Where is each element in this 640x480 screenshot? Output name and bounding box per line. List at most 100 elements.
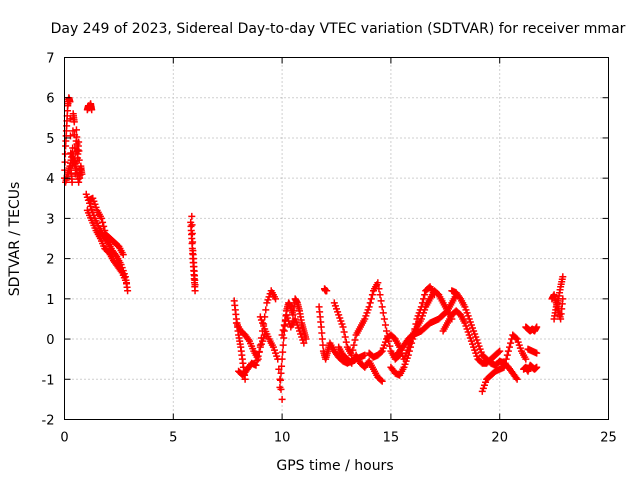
- x-tick-label: 0: [60, 431, 68, 446]
- data-point: [533, 349, 541, 357]
- data-point: [377, 376, 385, 384]
- data-point: [404, 351, 412, 359]
- data-point: [278, 355, 286, 363]
- data-point: [323, 287, 331, 295]
- data-point: [191, 281, 199, 289]
- data-point: [412, 320, 420, 328]
- y-tick-label: 5: [46, 132, 54, 147]
- data-point: [72, 126, 80, 134]
- y-tick-label: -2: [42, 414, 55, 429]
- data-point: [339, 323, 347, 331]
- data-point: [101, 226, 109, 234]
- data-point: [386, 342, 394, 350]
- data-point: [277, 369, 285, 377]
- x-tick-label: 20: [491, 431, 508, 446]
- data-point: [421, 291, 429, 299]
- data-point: [75, 138, 83, 146]
- y-tick-label: 4: [46, 172, 54, 187]
- data-point: [351, 336, 359, 344]
- data-point: [405, 347, 413, 355]
- data-point: [507, 339, 515, 347]
- data-points: [61, 94, 567, 403]
- data-point: [302, 335, 310, 343]
- data-point: [78, 170, 86, 178]
- data-point: [241, 375, 249, 383]
- data-point: [368, 291, 376, 299]
- data-point: [559, 273, 567, 281]
- data-point: [319, 341, 327, 349]
- data-point: [75, 147, 83, 155]
- data-point: [279, 326, 287, 334]
- data-point: [376, 291, 384, 299]
- data-point: [279, 348, 287, 356]
- data-point: [500, 363, 508, 371]
- data-point: [278, 331, 286, 339]
- data-point: [318, 329, 326, 337]
- data-point: [68, 178, 76, 186]
- data-point: [117, 267, 125, 275]
- data-point: [124, 287, 132, 295]
- y-tick-label: 0: [46, 333, 54, 348]
- data-point: [533, 363, 541, 371]
- data-point: [533, 323, 541, 331]
- data-point: [349, 346, 357, 354]
- data-point: [379, 309, 387, 317]
- data-point: [374, 279, 382, 287]
- data-point: [559, 295, 567, 303]
- data-point: [61, 150, 69, 158]
- data-point: [317, 323, 325, 331]
- data-point: [189, 238, 197, 246]
- y-tick-label: -1: [42, 373, 55, 388]
- data-point: [420, 295, 428, 303]
- data-point: [272, 295, 280, 303]
- data-point: [318, 335, 326, 343]
- y-tick-label: 6: [46, 92, 54, 107]
- x-tick-label: 5: [169, 431, 177, 446]
- data-point: [340, 328, 348, 336]
- data-point: [377, 297, 385, 305]
- data-point: [279, 341, 287, 349]
- data-point: [375, 285, 383, 293]
- data-point: [381, 321, 389, 329]
- data-point: [377, 348, 385, 356]
- data-point: [496, 347, 504, 355]
- data-point: [70, 118, 78, 126]
- data-point: [276, 376, 284, 384]
- y-tick-label: 7: [46, 52, 54, 67]
- data-point: [366, 299, 374, 307]
- data-point: [253, 357, 261, 365]
- data-point: [244, 336, 252, 344]
- y-tick-label: 1: [46, 293, 54, 308]
- x-tick-label: 15: [383, 431, 400, 446]
- data-point: [505, 343, 513, 351]
- data-point: [280, 321, 288, 329]
- data-point: [378, 377, 386, 385]
- data-point: [341, 333, 349, 341]
- data-point: [123, 279, 131, 287]
- data-point: [365, 303, 373, 311]
- chart-title: Day 249 of 2023, Sidereal Day-to-day VTE…: [51, 21, 626, 37]
- data-point: [100, 222, 108, 230]
- x-tick-label: 10: [274, 431, 291, 446]
- data-point: [69, 127, 77, 135]
- plot-frame: [64, 57, 609, 420]
- data-point: [455, 293, 463, 301]
- x-tick-label: 25: [600, 431, 617, 446]
- data-point: [73, 133, 81, 141]
- x-axis-label: GPS time / hours: [276, 458, 393, 474]
- data-point: [504, 347, 512, 355]
- data-point: [495, 348, 503, 356]
- data-point: [501, 359, 509, 367]
- data-point: [75, 178, 83, 186]
- data-point: [522, 355, 530, 363]
- data-point: [191, 287, 199, 295]
- data-point: [361, 351, 369, 359]
- data-point: [97, 214, 105, 222]
- data-point: [367, 295, 375, 303]
- data-point: [417, 303, 425, 311]
- data-point: [99, 218, 107, 226]
- data-point: [378, 303, 386, 311]
- y-axis-label: SDTVAR / TECUs: [7, 182, 23, 297]
- data-point: [188, 229, 196, 237]
